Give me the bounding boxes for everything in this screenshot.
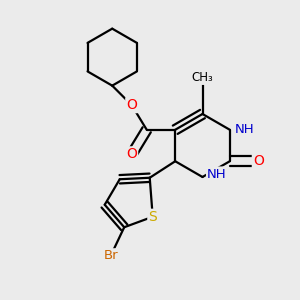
Text: NH: NH	[207, 167, 226, 181]
Text: CH₃: CH₃	[192, 71, 213, 84]
Text: O: O	[126, 147, 137, 161]
Text: S: S	[148, 210, 157, 224]
Text: O: O	[126, 98, 137, 112]
Text: O: O	[253, 154, 264, 168]
Text: Br: Br	[103, 249, 118, 262]
Text: NH: NH	[234, 123, 254, 136]
